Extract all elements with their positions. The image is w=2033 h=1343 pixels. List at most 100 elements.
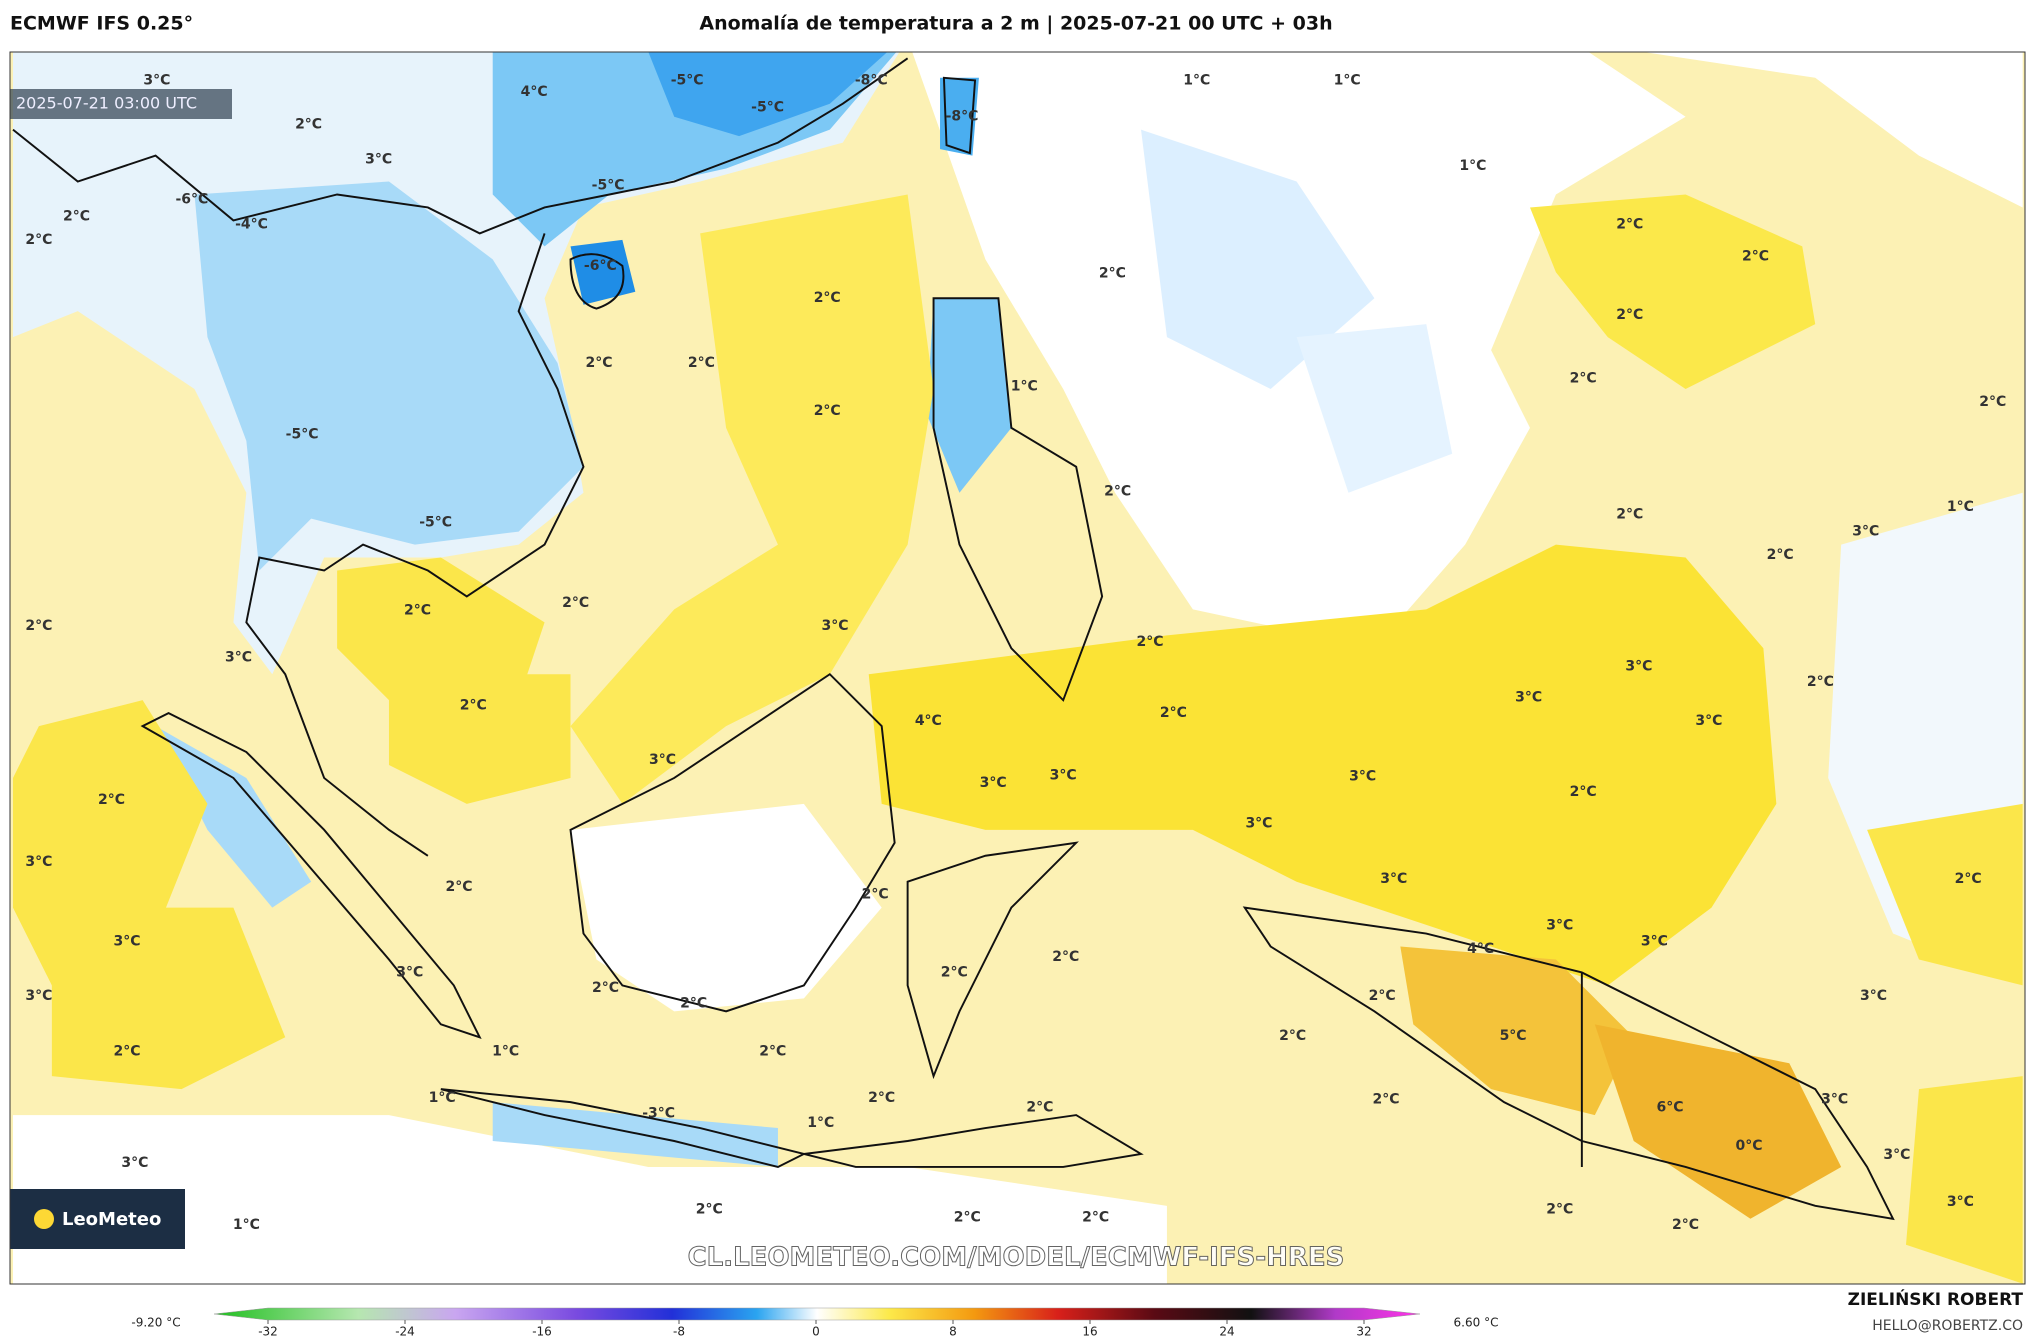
temp-label: 3°C xyxy=(396,964,423,980)
temp-label: 3°C xyxy=(1349,769,1376,785)
temp-label: -4°C xyxy=(235,216,268,232)
temp-label: 2°C xyxy=(1279,1028,1306,1044)
temp-label: 6°C xyxy=(1656,1099,1683,1115)
temp-label: 2°C xyxy=(1807,674,1834,690)
temp-label: 2°C xyxy=(25,618,52,634)
temp-label: 2°C xyxy=(98,792,125,808)
temp-label: 2°C xyxy=(680,996,707,1012)
temp-label: 2°C xyxy=(1546,1202,1573,1218)
temp-label: 2°C xyxy=(954,1209,981,1225)
temp-label: 1°C xyxy=(492,1044,519,1060)
temp-label: 2°C xyxy=(1026,1099,1053,1115)
temp-label: -5°C xyxy=(419,515,452,531)
temp-label: 2°C xyxy=(814,403,841,419)
temp-label: 2°C xyxy=(295,116,322,132)
temp-label: 2°C xyxy=(592,980,619,996)
temp-label: 3°C xyxy=(1245,815,1272,831)
temp-label: 4°C xyxy=(521,84,548,100)
temp-label: 2°C xyxy=(1616,507,1643,523)
map-frame xyxy=(9,51,2026,1285)
temp-label: 3°C xyxy=(1695,713,1722,729)
colorbar-tick-label: -16 xyxy=(532,1325,552,1339)
temp-label: 3°C xyxy=(1050,767,1077,783)
temp-label: 3°C xyxy=(1883,1147,1910,1163)
temp-label: 3°C xyxy=(25,988,52,1004)
temp-label: -5°C xyxy=(592,177,625,193)
temp-label: 2°C xyxy=(814,290,841,306)
map-area: 3°C 2°C 4°C 3°C -5°C -5°C -8°C -8°C -5°C -6°C -4°C… xyxy=(10,52,2025,1284)
temp-label: 2°C xyxy=(445,879,472,895)
temp-label: 2°C xyxy=(1955,871,1982,887)
timestamp-box xyxy=(10,89,232,119)
temp-label: 2°C xyxy=(25,232,52,248)
temp-label: -8°C xyxy=(946,109,979,125)
credit-name: ZIELIŃSKI ROBERT xyxy=(1848,1288,2024,1310)
temp-label: 2°C xyxy=(862,887,889,903)
temp-label: 2°C xyxy=(941,964,968,980)
temp-label: 3°C xyxy=(1641,933,1668,949)
temp-label: 3°C xyxy=(1947,1194,1974,1210)
temp-label: 2°C xyxy=(1104,483,1131,499)
logo-text: LeoMeteo xyxy=(62,1209,161,1230)
timestamp: 2025-07-21 03:00 UTC xyxy=(16,94,197,113)
temp-label: 3°C xyxy=(1625,658,1652,674)
anomaly-fields xyxy=(12,52,2023,1284)
temp-label: 3°C xyxy=(25,854,52,870)
temp-label: 1°C xyxy=(1334,72,1361,88)
temp-label: 2°C xyxy=(1082,1209,1109,1225)
temp-label: 3°C xyxy=(1821,1091,1848,1107)
colorbar-bar xyxy=(213,1307,1421,1321)
temp-label: -6°C xyxy=(584,258,617,274)
colorbar-tick-label: -24 xyxy=(395,1325,415,1339)
temp-label: 2°C xyxy=(1742,249,1769,265)
temp-label: 3°C xyxy=(821,618,848,634)
temp-label: 2°C xyxy=(114,1044,141,1060)
temp-label: 2°C xyxy=(63,209,90,225)
temp-label: 3°C xyxy=(121,1155,148,1171)
temp-label: 3°C xyxy=(1546,918,1573,934)
temp-label: -6°C xyxy=(175,192,208,208)
temp-label: 3°C xyxy=(1515,690,1542,706)
temp-label: 2°C xyxy=(1137,634,1164,650)
temp-label: 2°C xyxy=(759,1044,786,1060)
temp-label: 3°C xyxy=(365,151,392,167)
temp-label: 2°C xyxy=(868,1090,895,1106)
temp-label: 1°C xyxy=(1011,378,1038,394)
colorbar-max: 6.60 °C xyxy=(1454,1316,1499,1330)
temp-label: 1°C xyxy=(1947,499,1974,515)
temp-label: 3°C xyxy=(1380,871,1407,887)
temp-label: -5°C xyxy=(751,100,784,116)
temp-label: 4°C xyxy=(915,713,942,729)
colorbar-tick-label: 32 xyxy=(1356,1325,1371,1339)
logo-sun xyxy=(34,1209,54,1229)
temp-label: 5°C xyxy=(1500,1028,1527,1044)
colorbar-tick-label: -32 xyxy=(258,1325,278,1339)
temp-label: 2°C xyxy=(586,355,613,371)
temp-label: 3°C xyxy=(649,752,676,768)
temp-label: -5°C xyxy=(671,72,704,88)
temp-label: 2°C xyxy=(460,697,487,713)
temperature-labels: 3°C 2°C 4°C 3°C -5°C -5°C -8°C -8°C -5°C -6°C -4°C… xyxy=(25,72,2006,1233)
temp-label: 2°C xyxy=(1052,949,1079,965)
temp-label: 1°C xyxy=(1183,72,1210,88)
temp-label: 2°C xyxy=(1369,988,1396,1004)
watermark: CL.LEOMETEO.COM/MODEL/ECMWF-IFS-HRES xyxy=(688,1243,1345,1273)
colorbar: -9.20 °C 6.60 °C -32 -24 -16 -8 0 8 16 24 32 xyxy=(131,1307,1499,1339)
temp-label: 2°C xyxy=(1570,784,1597,800)
temp-label: 2°C xyxy=(696,1202,723,1218)
temp-label: 2°C xyxy=(1616,216,1643,232)
model-name: ECMWF IFS 0.25° xyxy=(10,13,193,35)
temp-label: 2°C xyxy=(1570,371,1597,387)
colorbar-tick-label: -8 xyxy=(673,1325,685,1339)
temp-label: 2°C xyxy=(404,603,431,619)
credit-email: HELLO@ROBERTZ.CO xyxy=(1872,1318,2023,1334)
temp-label: 2°C xyxy=(1979,394,2006,410)
temp-label: 0°C xyxy=(1736,1138,1763,1154)
colorbar-tick-label: 16 xyxy=(1082,1325,1097,1339)
temp-label: 2°C xyxy=(688,355,715,371)
temp-label: 3°C xyxy=(225,649,252,665)
temp-label: 2°C xyxy=(1672,1217,1699,1233)
temp-label: 2°C xyxy=(1767,547,1794,563)
temp-label: 2°C xyxy=(562,595,589,611)
